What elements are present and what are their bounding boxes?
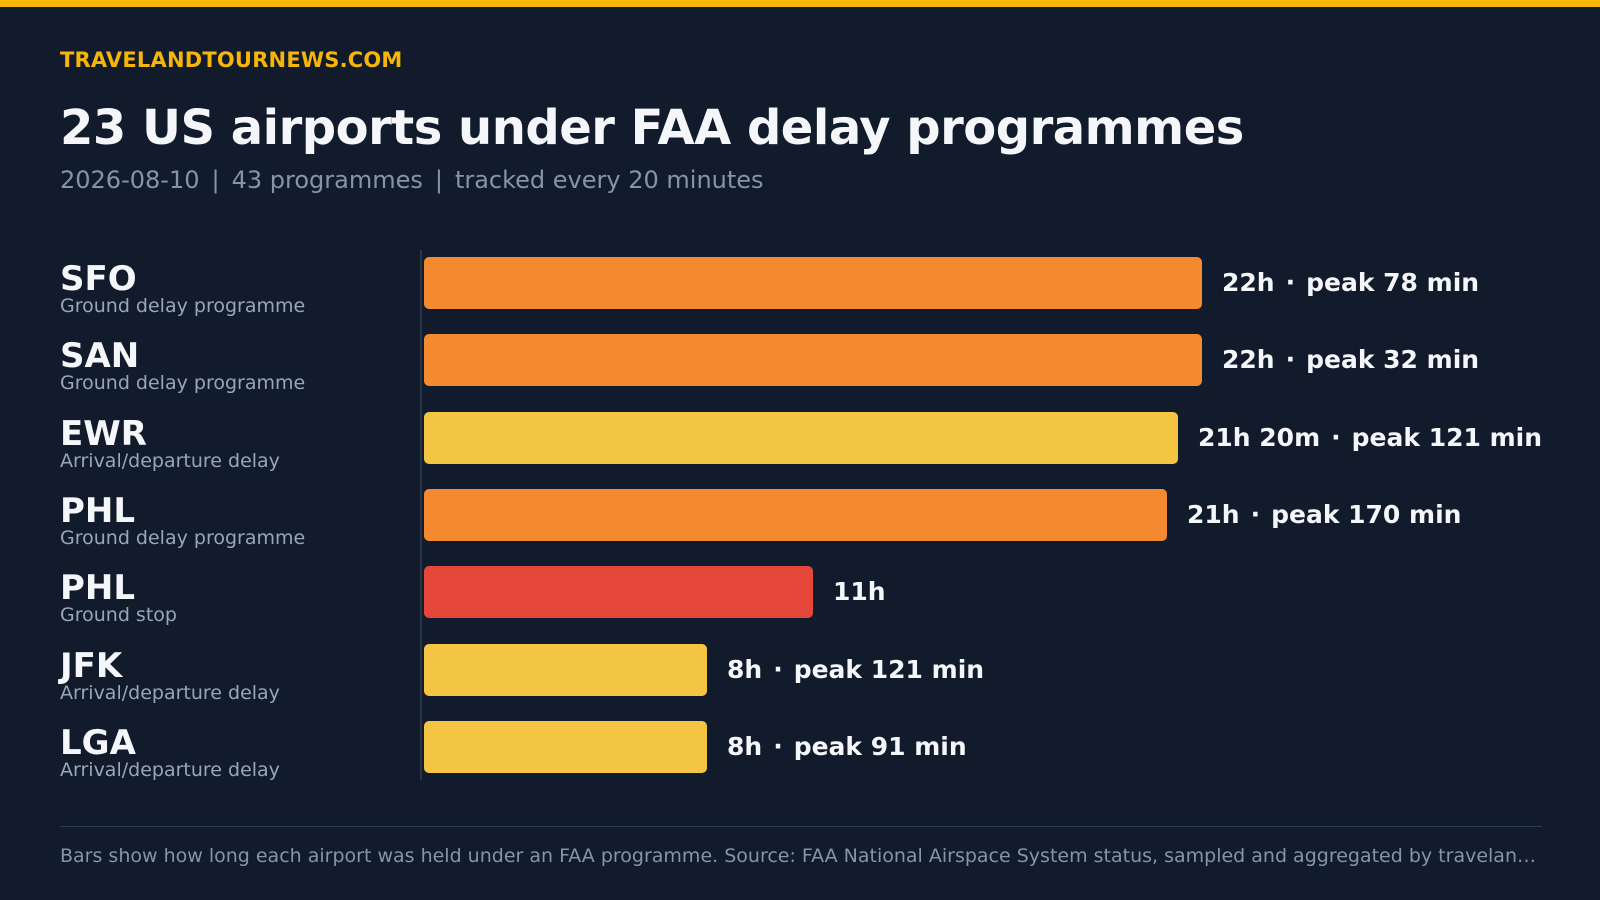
subtitle-frequency: tracked every 20 minutes bbox=[454, 166, 764, 194]
row-label-san: SAN Ground delay programme bbox=[60, 338, 305, 394]
peak-label: peak 78 min bbox=[1306, 268, 1480, 297]
bar-san bbox=[424, 334, 1202, 387]
bar-phl bbox=[424, 488, 1167, 541]
bar-ewr bbox=[424, 411, 1178, 464]
chart-subtitle: 2026-08-10 | 43 programmes | tracked every 2… bbox=[60, 166, 764, 194]
programme-type: Ground delay programme bbox=[60, 526, 306, 549]
brand-label: TRAVELANDTOURNEWS.COM bbox=[60, 48, 403, 72]
bar-value-label: 11h bbox=[833, 566, 886, 618]
airport-code: PHL bbox=[60, 568, 136, 609]
duration-label: 21h bbox=[1187, 499, 1240, 529]
row-label-sfo: SFO Ground delay programme bbox=[60, 261, 305, 317]
bar-phl bbox=[424, 566, 813, 619]
peak-label: peak 91 min bbox=[793, 731, 967, 761]
footer-divider bbox=[60, 826, 1542, 827]
programme-type: Ground delay programme bbox=[60, 295, 306, 317]
peak-label: peak 32 min bbox=[1306, 345, 1480, 375]
separator-dot: · bbox=[1285, 345, 1296, 375]
separator-dot: · bbox=[773, 654, 783, 684]
airport-code: EWR bbox=[60, 413, 147, 454]
separator-dot: · bbox=[773, 731, 783, 761]
peak-label: peak 170 min bbox=[1271, 499, 1462, 529]
separator-dot: · bbox=[1331, 422, 1341, 452]
bar-jfk bbox=[424, 643, 707, 696]
row-label-lga: LGA Arrival/departure delay bbox=[60, 725, 280, 781]
row-label-phl: PHL Ground stop bbox=[60, 570, 177, 626]
bar-value-label: 22h · peak 78 min bbox=[1222, 257, 1479, 309]
peak-label: peak 121 min bbox=[793, 654, 985, 684]
separator-dot: · bbox=[1250, 499, 1261, 529]
top-accent-bar bbox=[0, 0, 1600, 7]
bar-value-label: 22h · peak 32 min bbox=[1222, 334, 1479, 386]
separator-dot: · bbox=[1285, 268, 1296, 297]
airport-code: SFO bbox=[60, 259, 137, 299]
chart-title: 23 US airports under FAA delay programme… bbox=[60, 100, 1244, 156]
bar-value-label: 8h · peak 91 min bbox=[727, 721, 967, 773]
peak-label: peak 121 min bbox=[1351, 422, 1542, 452]
duration-label: 8h bbox=[727, 731, 763, 761]
bar-value-label: 21h · peak 170 min bbox=[1187, 489, 1461, 541]
programme-type: Arrival/departure delay bbox=[60, 758, 280, 781]
row-label-ewr: EWR Arrival/departure delay bbox=[60, 416, 280, 472]
duration-label: 22h bbox=[1222, 345, 1275, 375]
footnote: Bars show how long each airport was held… bbox=[60, 845, 1542, 867]
subtitle-count: 43 programmes bbox=[231, 166, 423, 194]
duration-label: 8h bbox=[727, 654, 763, 684]
row-label-jfk: JFK Arrival/departure delay bbox=[60, 648, 280, 704]
axis-line bbox=[420, 250, 422, 780]
duration-label: 11h bbox=[833, 577, 886, 607]
bar-sfo bbox=[424, 257, 1202, 309]
programme-type: Arrival/departure delay bbox=[60, 681, 280, 704]
programme-type: Ground delay programme bbox=[60, 372, 306, 395]
programme-type: Arrival/departure delay bbox=[60, 449, 280, 472]
bar-value-label: 8h · peak 121 min bbox=[727, 644, 984, 696]
subtitle-date: 2026-08-10 bbox=[60, 166, 200, 194]
duration-label: 21h 20m bbox=[1198, 422, 1321, 452]
airport-code: SAN bbox=[60, 336, 140, 377]
programme-type: Ground stop bbox=[60, 604, 177, 627]
bar-lga bbox=[424, 720, 707, 773]
airport-code: PHL bbox=[60, 490, 136, 531]
airport-code: JFK bbox=[60, 645, 123, 686]
row-label-phl: PHL Ground delay programme bbox=[60, 493, 305, 549]
duration-label: 22h bbox=[1222, 268, 1275, 297]
bar-value-label: 21h 20m · peak 121 min bbox=[1198, 412, 1542, 464]
airport-code: LGA bbox=[60, 722, 136, 763]
